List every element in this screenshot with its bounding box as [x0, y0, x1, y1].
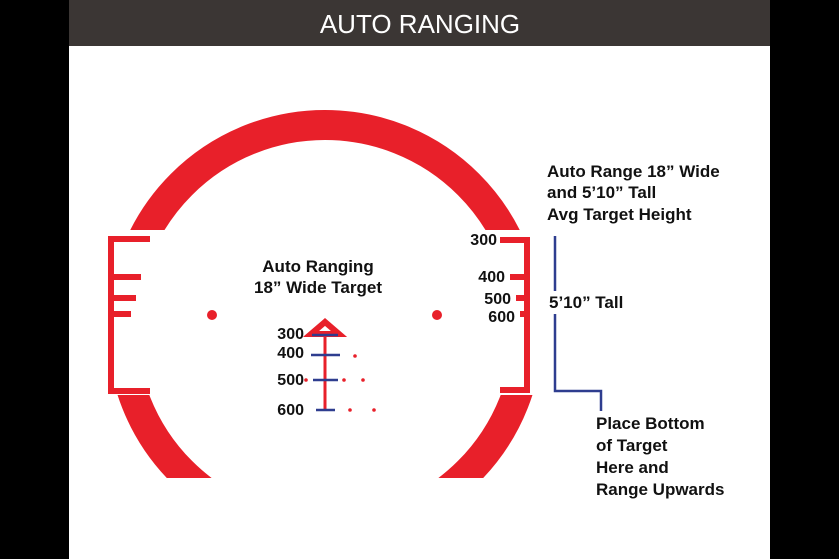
right-note-line3: Avg Target Height — [547, 205, 692, 224]
bottom-note-line1: Place Bottom — [596, 414, 705, 433]
right-range-500: 500 — [484, 291, 511, 308]
height-guide-line — [553, 236, 603, 411]
right-range-300: 300 — [470, 232, 497, 249]
center-note-line2: 18” Wide Target — [254, 278, 382, 297]
left-dot — [207, 310, 217, 320]
bottom-note-line4: Range Upwards — [596, 480, 724, 499]
right-range-bracket — [500, 237, 530, 393]
wind-dot — [304, 378, 308, 382]
wind-dot — [361, 378, 365, 382]
center-range-300: 300 — [277, 326, 304, 343]
center-range-600: 600 — [277, 402, 304, 419]
right-range-600: 600 — [488, 309, 515, 326]
wind-dot — [353, 354, 357, 358]
wind-dot — [372, 408, 376, 412]
header-title: AUTO RANGING — [320, 9, 520, 39]
right-range-400: 400 — [478, 269, 505, 286]
wind-dot — [342, 378, 346, 382]
header-bar — [69, 0, 770, 46]
height-label: 5’10” Tall — [549, 293, 623, 312]
wind-dot — [348, 408, 352, 412]
right-dot — [432, 310, 442, 320]
center-range-400: 400 — [277, 345, 304, 362]
bottom-note-line3: Here and — [596, 458, 669, 477]
right-note-line1: Auto Range 18” Wide — [547, 162, 720, 181]
center-range-500: 500 — [277, 372, 304, 389]
bottom-note-line2: of Target — [596, 436, 668, 455]
right-note-line2: and 5’10” Tall — [547, 183, 656, 202]
center-note-line1: Auto Ranging — [262, 257, 373, 276]
left-bracket — [108, 236, 150, 394]
